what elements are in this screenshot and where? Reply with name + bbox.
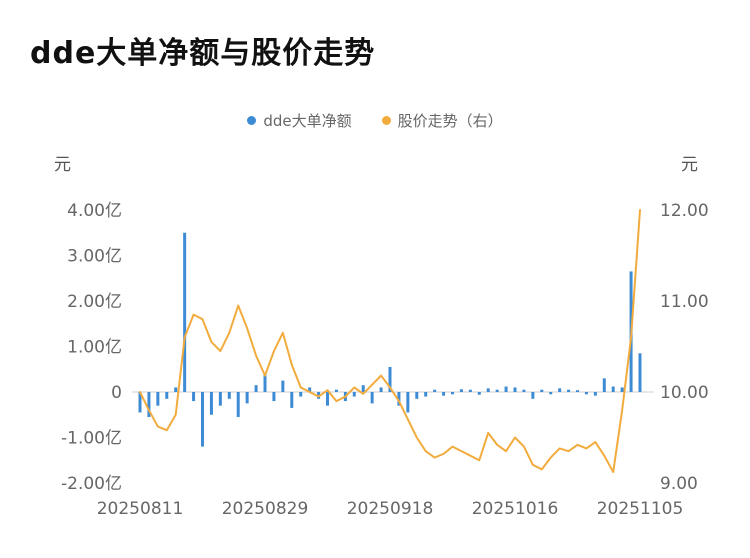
net-amount-bar (290, 392, 294, 408)
net-amount-bar (370, 392, 374, 404)
price-series-dot-icon (381, 116, 391, 125)
right-axis-unit: 元 (681, 155, 698, 175)
net-amount-bar (477, 392, 481, 395)
legend-item-label: dde大单净额 (263, 112, 352, 130)
net-amount-bar (567, 389, 571, 392)
net-amount-bar (183, 232, 187, 392)
net-amount-bar (549, 392, 553, 395)
net-amount-bar (334, 389, 338, 392)
net-amount-bar (531, 392, 535, 399)
net-series-dot-icon (247, 116, 257, 125)
x-axis-tick-label: 20250811 (97, 499, 184, 519)
net-amount-bar (397, 392, 401, 406)
net-amount-bar (540, 389, 544, 392)
net-amount-bar (504, 386, 508, 392)
net-amount-bar (486, 388, 490, 392)
net-amount-bar (165, 392, 169, 399)
net-amount-bar (611, 386, 615, 392)
net-amount-bar (236, 392, 240, 418)
net-amount-bar (209, 392, 213, 415)
legend-item-label: 股价走势（右） (397, 112, 503, 130)
left-axis-tick-label: 1.00亿 (67, 338, 122, 358)
net-amount-bar (227, 392, 231, 399)
chart-legend: dde大单净额 股价走势（右） (0, 110, 750, 131)
legend-item-price[interactable]: 股价走势（右） (381, 110, 503, 131)
left-axis-tick-label: -1.00亿 (61, 429, 122, 449)
price-line (139, 209, 641, 474)
net-amount-bar (361, 385, 365, 392)
net-amount-bar (620, 387, 624, 392)
x-axis-tick-label: 20250829 (222, 499, 309, 519)
net-amount-bar (451, 392, 454, 395)
net-amount-bar (468, 389, 472, 392)
left-axis-tick-label: 3.00亿 (67, 247, 122, 267)
x-axis-tick-label: 20251105 (597, 499, 684, 519)
net-amount-bar (576, 390, 579, 392)
net-amount-bar (638, 353, 642, 392)
net-amount-bar (263, 373, 267, 392)
net-amount-bar (584, 392, 588, 395)
net-amount-bar (602, 378, 606, 392)
net-amount-bar (299, 392, 303, 397)
net-amount-bar (192, 392, 196, 402)
net-amount-bar (308, 387, 312, 392)
net-amount-bar (201, 392, 204, 447)
net-amount-bar (254, 385, 258, 392)
net-amount-bar (281, 380, 285, 392)
right-axis-tick-label: 12.00 (660, 201, 709, 221)
net-amount-bar (513, 387, 517, 392)
net-amount-bar (272, 392, 276, 402)
right-axis-tick-label: 11.00 (660, 292, 709, 312)
right-axis-tick-label: 10.00 (660, 383, 709, 403)
net-amount-bar (522, 389, 526, 392)
net-amount-bar (558, 388, 562, 392)
net-amount-bar (156, 392, 160, 406)
net-amount-bar (593, 392, 597, 396)
net-amount-bar (424, 392, 428, 397)
net-amount-bar (147, 392, 151, 418)
net-amount-bar (406, 392, 410, 413)
net-amount-bar (388, 366, 392, 392)
net-amount-bar (245, 392, 249, 404)
net-amount-bar (495, 389, 499, 392)
left-axis-tick-label: 0 (111, 383, 122, 403)
net-amount-bar (442, 392, 446, 396)
net-amount-bar (433, 389, 437, 392)
left-axis-tick-label: 2.00亿 (67, 292, 122, 312)
net-amount-bar (415, 392, 419, 399)
left-axis-tick-label: 4.00亿 (67, 201, 122, 221)
x-axis-tick-label: 20250918 (347, 499, 434, 519)
left-axis-unit: 元 (54, 155, 71, 175)
net-amount-bar (218, 392, 222, 406)
net-amount-bar (379, 387, 383, 392)
net-amount-bar (326, 392, 329, 406)
legend-item-net[interactable]: dde大单净额 (247, 110, 352, 131)
net-amount-bar (174, 387, 178, 392)
net-amount-bar (459, 389, 463, 392)
net-amount-bar (138, 392, 142, 413)
x-axis-tick-label: 20251016 (472, 499, 559, 519)
left-axis-tick-label: -2.00亿 (61, 474, 122, 494)
page-title: dde大单净额与股价走势 (30, 36, 376, 71)
net-amount-bar (352, 392, 356, 397)
right-axis-tick-label: 9.00 (660, 474, 698, 494)
